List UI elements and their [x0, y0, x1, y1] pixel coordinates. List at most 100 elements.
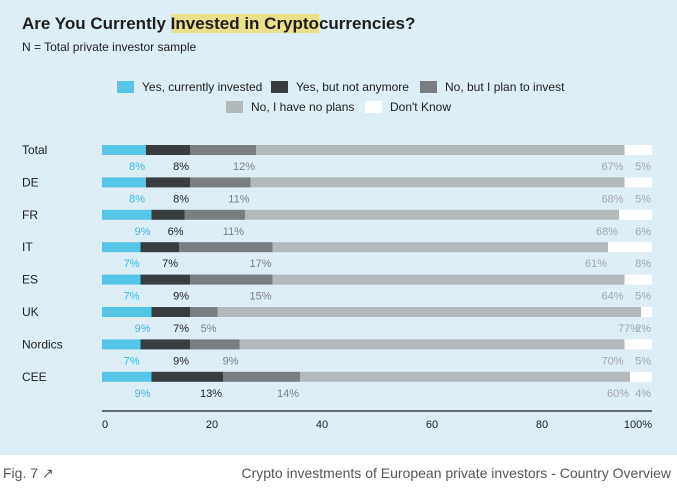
data-label: 64%	[601, 291, 623, 303]
bar-segment	[102, 177, 146, 188]
data-label: 68%	[601, 193, 623, 205]
bar-segment	[272, 274, 625, 285]
bar-segment	[140, 274, 190, 285]
bar-segment	[179, 242, 273, 253]
data-label: 60%	[607, 388, 629, 400]
data-label: 9%	[135, 388, 151, 400]
data-label: 5%	[635, 193, 651, 205]
bar-segment	[102, 145, 146, 155]
bar-segment	[245, 209, 619, 220]
data-label: 11%	[223, 226, 244, 238]
data-label: 61%	[585, 258, 607, 270]
bar-segment	[256, 145, 625, 155]
data-label: 11%	[228, 193, 249, 205]
bar-segment	[190, 339, 240, 350]
bar-segment	[300, 371, 630, 382]
legend-swatch-not-anymore	[271, 81, 288, 93]
x-tick-label: 60	[426, 419, 438, 431]
bar-segment	[239, 339, 625, 350]
legend-label-plan: No, but I plan to invest	[445, 80, 565, 94]
legend-item-invested: Yes, currently invested	[117, 80, 262, 94]
figure-label[interactable]: Fig. 7 ↗	[3, 465, 54, 482]
legend-item-no-plans: No, I have no plans	[226, 100, 354, 114]
bar-segment	[619, 209, 652, 220]
data-label: 7%	[124, 291, 140, 303]
data-label: 67%	[601, 161, 623, 173]
data-label: 8%	[129, 161, 145, 173]
legend-item-not-anymore: Yes, but not anymore	[271, 80, 409, 94]
stacked-bar-chart: Total 8% 8% 12% 67% 5% DE 8% 8% 11% 68% 5% FR 9% 6% 11%…	[22, 143, 652, 431]
data-label: 9%	[173, 355, 189, 367]
bar-segment	[250, 177, 625, 188]
bar-segment	[272, 242, 608, 253]
data-label: 14%	[277, 388, 299, 400]
data-label: 70%	[601, 355, 623, 367]
data-label: 15%	[249, 291, 271, 303]
data-label: 77%	[618, 323, 640, 335]
data-label: 6%	[635, 226, 651, 238]
bar-segment	[190, 177, 251, 188]
category-label: CEE	[22, 370, 47, 384]
chart-title: Are You Currently Invested in Cryptocurr…	[22, 14, 415, 34]
chart-subtitle: N = Total private investor sample	[22, 40, 197, 54]
data-label: 5%	[635, 355, 651, 367]
bar-segment	[630, 371, 652, 382]
x-tick-label: 100%	[624, 419, 652, 431]
bar-segment	[140, 242, 179, 253]
bar-segment	[190, 145, 256, 155]
bar-segment	[223, 371, 300, 382]
figure-label-text: Fig. 7	[3, 465, 39, 481]
bar-segment	[641, 307, 652, 317]
legend-label-dont-know: Don't Know	[390, 100, 451, 114]
x-tick-label: 40	[316, 419, 328, 431]
data-label: 7%	[124, 258, 140, 270]
x-tick-label: 20	[206, 419, 218, 431]
category-label: DE	[22, 175, 39, 189]
x-tick-label: 80	[536, 419, 548, 431]
bar-segment	[624, 339, 652, 350]
bar-segment	[146, 145, 190, 155]
data-label: 13%	[200, 388, 222, 400]
category-label: Total	[22, 143, 47, 157]
category-label: FR	[22, 208, 38, 222]
bar-segment	[102, 274, 141, 285]
bar-segment	[624, 145, 652, 155]
title-prefix: Are You Currently	[22, 14, 171, 33]
bar-segment	[102, 339, 141, 350]
bar-segment	[190, 274, 273, 285]
figure-caption: Crypto investments of European private i…	[241, 465, 671, 481]
legend-swatch-invested	[117, 81, 134, 93]
legend-item-dont-know: Don't Know	[365, 100, 451, 114]
data-label: 4%	[635, 388, 651, 400]
title-suffix: currencies?	[318, 14, 416, 33]
data-label: 8%	[129, 193, 145, 205]
bar-segment	[140, 339, 190, 350]
bar-segment	[102, 242, 141, 253]
data-label: 5%	[635, 161, 651, 173]
bar-segment	[151, 307, 190, 317]
bar-segment	[190, 307, 218, 317]
legend-label-invested: Yes, currently invested	[142, 80, 263, 94]
category-label: Nordics	[22, 337, 63, 351]
bar-segment	[102, 209, 152, 220]
bar-segment	[151, 209, 185, 220]
legend-label-no-plans: No, I have no plans	[251, 100, 355, 114]
data-label: 9%	[135, 226, 151, 238]
data-label: 12%	[233, 161, 255, 173]
bar-segment	[624, 274, 652, 285]
data-label: 7%	[173, 323, 189, 335]
data-label: 9%	[223, 355, 239, 367]
bar-segment	[217, 307, 641, 317]
data-label: 8%	[173, 193, 189, 205]
category-label: IT	[22, 240, 33, 254]
data-label: 5%	[201, 323, 217, 335]
title-highlight: Invested in Crypto	[170, 14, 319, 33]
data-label: 9%	[135, 323, 151, 335]
bar-segment	[102, 307, 152, 317]
data-label: 8%	[635, 258, 651, 270]
external-link-arrow-icon: ↗	[41, 465, 54, 481]
data-label: 9%	[173, 291, 189, 303]
bar-segment	[146, 177, 190, 188]
data-label: 7%	[162, 258, 178, 270]
data-label: 68%	[596, 226, 618, 238]
